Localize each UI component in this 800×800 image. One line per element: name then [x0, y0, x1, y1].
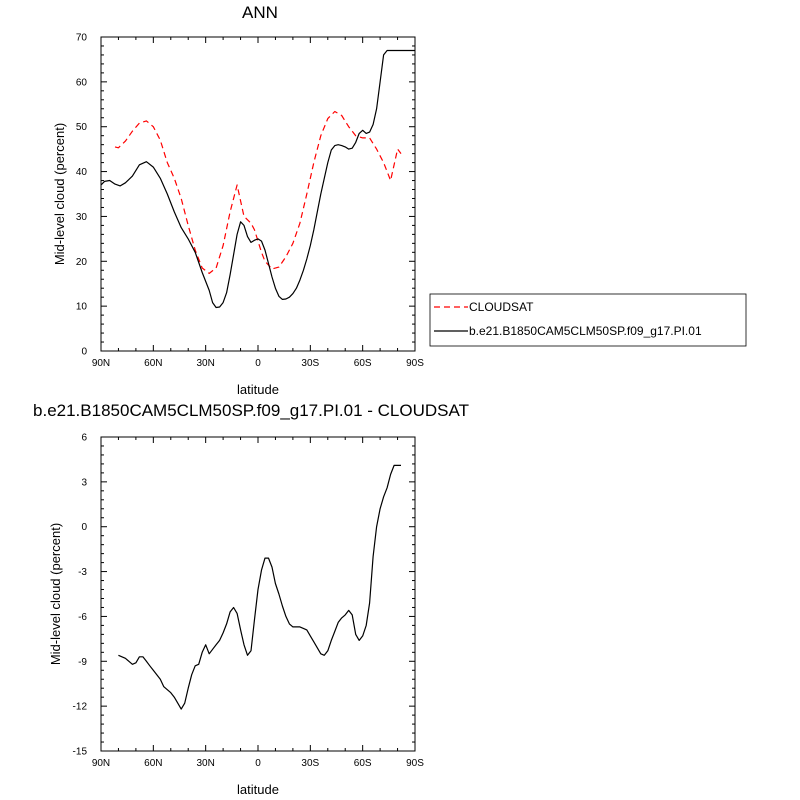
y-tick-label: -12	[73, 702, 88, 713]
bottom-ticks: 90N 60N 30N 0 30S 60S 90S -15 -12 -9 -6 -3 0 3 6	[73, 433, 425, 770]
x-tick-label: 0	[255, 758, 261, 769]
x-tick-label: 30N	[196, 358, 214, 369]
y-tick-label: 10	[76, 302, 88, 313]
y-tick-label: -15	[73, 747, 88, 758]
x-tick-label: 90S	[406, 758, 424, 769]
series-line-0	[118, 464, 401, 710]
legend: CLOUDSAT b.e21.B1850CAM5CLM50SP.f09_g17.…	[429, 293, 747, 347]
x-tick-label: 90N	[92, 758, 110, 769]
top-y-axis-label: Mid-level cloud (percent)	[52, 123, 67, 265]
y-tick-label: 0	[81, 522, 87, 533]
y-tick-label: -3	[78, 567, 87, 578]
top-plot-frame	[100, 36, 416, 352]
top-chart-title: ANN	[242, 3, 278, 22]
x-tick-label: 90S	[406, 358, 424, 369]
x-tick-label: 60N	[144, 758, 162, 769]
series-line-1	[100, 49, 415, 309]
bottom-series	[118, 464, 401, 710]
bottom-x-axis-label: latitude	[237, 782, 279, 797]
top-panel: ANN Mid-level cloud (percent) latitude 9…	[52, 3, 424, 397]
legend-label-model: b.e21.B1850CAM5CLM50SP.f09_g17.PI.01	[469, 324, 702, 338]
legend-box	[429, 293, 747, 347]
x-tick-label: 30S	[301, 758, 319, 769]
y-tick-label: 50	[76, 122, 88, 133]
legend-label-cloudsat: CLOUDSAT	[469, 300, 534, 314]
y-tick-label: 30	[76, 212, 88, 223]
series-line-0	[114, 110, 402, 274]
x-tick-label: 60N	[144, 358, 162, 369]
top-ticks: 90N 60N 30N 0 30S 60S 90S 0 10 20 30 40 50 60 70	[76, 33, 424, 370]
y-tick-label: 20	[76, 257, 88, 268]
y-tick-label: 70	[76, 33, 88, 44]
y-tick-label: 0	[81, 347, 87, 358]
x-tick-label: 90N	[92, 358, 110, 369]
x-tick-label: 0	[255, 358, 261, 369]
top-x-axis-label: latitude	[237, 382, 279, 397]
bottom-panel: b.e21.B1850CAM5CLM50SP.f09_g17.PI.01 - C…	[33, 401, 469, 797]
bottom-chart-title: b.e21.B1850CAM5CLM50SP.f09_g17.PI.01 - C…	[33, 401, 469, 420]
x-tick-label: 30S	[301, 358, 319, 369]
x-tick-label: 60S	[354, 358, 372, 369]
x-tick-label: 30N	[196, 758, 214, 769]
y-tick-label: -6	[78, 612, 87, 623]
bottom-y-axis-label: Mid-level cloud (percent)	[48, 523, 63, 665]
y-tick-label: -9	[78, 657, 87, 668]
x-tick-label: 60S	[354, 758, 372, 769]
top-series	[100, 49, 415, 309]
y-tick-label: 60	[76, 77, 88, 88]
y-tick-label: 6	[81, 433, 87, 444]
y-tick-label: 3	[81, 477, 87, 488]
y-tick-label: 40	[76, 167, 88, 178]
